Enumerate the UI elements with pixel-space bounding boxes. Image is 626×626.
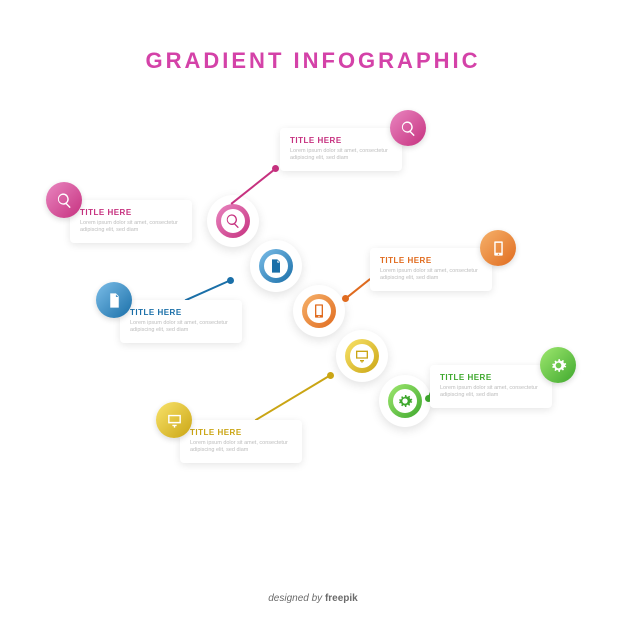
card-title: TITLE HERE	[380, 256, 482, 265]
connector	[185, 280, 231, 301]
card-body: Lorem ipsum dolor sit amet, consectetur …	[440, 385, 542, 400]
info-card: TITLE HERE Lorem ipsum dolor sit amet, co…	[180, 420, 302, 463]
card-body: Lorem ipsum dolor sit amet, consectetur …	[190, 440, 292, 455]
card-body: Lorem ipsum dolor sit amet, consectetur …	[380, 268, 482, 283]
card-title: TITLE HERE	[80, 208, 182, 217]
card-title: TITLE HERE	[440, 373, 542, 382]
file-icon	[96, 282, 132, 318]
footer-brand: freepik	[325, 593, 358, 604]
card-title: TITLE HERE	[130, 308, 232, 317]
connector	[255, 375, 331, 421]
chain-node-phone	[293, 285, 345, 337]
chain-node-monitor	[336, 330, 388, 382]
gear-icon	[540, 347, 576, 383]
info-card: TITLE HERE Lorem ipsum dolor sit amet, co…	[370, 248, 492, 291]
info-card: TITLE HERE Lorem ipsum dolor sit amet, co…	[280, 128, 402, 171]
info-card: TITLE HERE Lorem ipsum dolor sit amet, co…	[70, 200, 192, 243]
card-body: Lorem ipsum dolor sit amet, consectetur …	[290, 148, 392, 163]
info-card: TITLE HERE Lorem ipsum dolor sit amet, co…	[120, 300, 242, 343]
connector	[231, 168, 276, 204]
card-body: Lorem ipsum dolor sit amet, consectetur …	[80, 220, 182, 235]
footer-credit: designed by freepik	[0, 593, 626, 604]
search-icon	[46, 182, 82, 218]
connector-dot	[342, 295, 349, 302]
card-title: TITLE HERE	[290, 136, 392, 145]
chain-node-file	[250, 240, 302, 292]
card-body: Lorem ipsum dolor sit amet, consectetur …	[130, 320, 232, 335]
monitor-icon	[156, 402, 192, 438]
info-card: TITLE HERE Lorem ipsum dolor sit amet, co…	[430, 365, 552, 408]
connector-dot	[272, 165, 279, 172]
phone-icon	[480, 230, 516, 266]
connector-dot	[327, 372, 334, 379]
search-icon	[390, 110, 426, 146]
card-title: TITLE HERE	[190, 428, 292, 437]
chain-node-gear	[379, 375, 431, 427]
footer-prefix: designed by	[268, 593, 325, 604]
connector-dot	[227, 277, 234, 284]
infographic-canvas: TITLE HERE Lorem ipsum dolor sit amet, co…	[0, 0, 626, 626]
